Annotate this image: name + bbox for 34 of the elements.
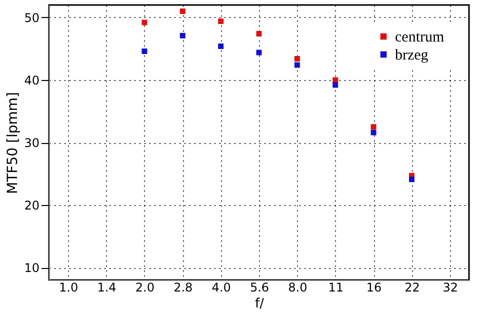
x-tick-label: 8.0: [288, 280, 308, 294]
x-tick-label: 2.0: [135, 280, 154, 294]
point: [218, 18, 224, 24]
x-tick-label: 5.6: [250, 280, 270, 294]
x-tick-label: 1.0: [59, 280, 78, 294]
y-tick-label: 10: [24, 261, 40, 275]
x-tick-label: 32: [442, 280, 458, 294]
point: [294, 56, 300, 62]
y-tick-label: 40: [24, 74, 40, 88]
point: [180, 32, 186, 38]
point: [332, 77, 338, 83]
point: [218, 44, 224, 49]
point: [332, 82, 338, 88]
x-tick-label: 16: [366, 280, 382, 294]
point: [256, 31, 262, 36]
x-tick-label: 1.4: [97, 280, 116, 294]
x-tick-label: 4.0: [212, 280, 231, 294]
point: [370, 130, 376, 136]
legend-label: centrum: [395, 30, 444, 46]
y-tick-label: 20: [24, 198, 40, 212]
point: [408, 176, 414, 182]
y-tick-label: 50: [24, 11, 40, 25]
point: [370, 124, 376, 130]
point: [294, 62, 300, 68]
x-tick-label: 2.8: [174, 280, 193, 294]
point: [180, 8, 186, 14]
x-tick-label: 22: [404, 280, 420, 294]
y-axis-title: MTF50 [lpmm]: [5, 92, 22, 194]
point: [142, 48, 148, 54]
y-tick-label: 30: [24, 136, 40, 150]
point: [142, 20, 148, 26]
x-axis-title: f/: [255, 296, 265, 312]
x-tick-label: 11: [328, 280, 344, 294]
legend-label: brzeg: [395, 48, 429, 64]
